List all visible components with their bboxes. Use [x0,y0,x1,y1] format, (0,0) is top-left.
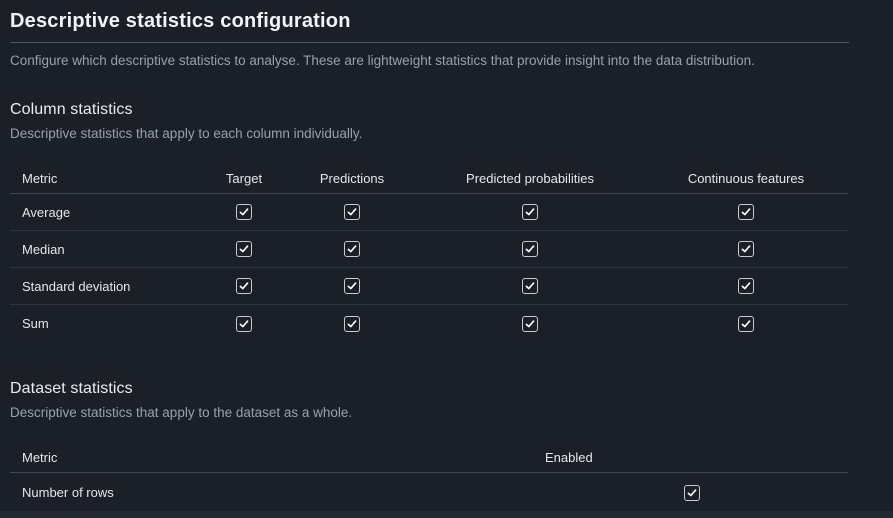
column-header-continuous-features: Continuous features [687,170,805,186]
check-cell [200,204,288,220]
table-row-standard-deviation: Standard deviation [10,268,848,305]
checkbox-median-continuous-features[interactable] [738,241,754,257]
checkbox-sum-predicted-probabilities[interactable] [522,315,538,332]
check-cell [416,204,644,220]
column-statistics-heading: Column statistics [10,101,133,118]
check-cell [535,484,848,501]
table-header-row: Metric Enabled [10,442,848,473]
check-cell [200,278,288,294]
check-cell [416,241,644,257]
column-statistics-description: Descriptive statistics that apply to eac… [10,126,363,141]
check-cell [288,278,416,294]
table-row-sum: Sum [10,305,848,342]
check-cell [644,204,848,220]
column-statistics-table: Metric Target Predictions Predicted probabi… [10,163,848,342]
page-content: Descriptive statistics configuration Con… [10,9,849,512]
page-subtitle: Configure which descriptive statistics t… [10,53,755,68]
check-cell [288,204,416,220]
column-header-target: Target [225,170,263,186]
checkbox-average-predictions[interactable] [344,204,360,220]
checkbox-median-target[interactable] [236,241,252,257]
bottom-strip [0,511,893,518]
table-row-number-of-rows: Number of rows [10,473,848,512]
title-divider [10,42,849,43]
checkbox-average-continuous-features[interactable] [738,204,754,220]
column-header-metric: Metric [22,449,58,465]
checkbox-number-of-rows-enabled[interactable] [683,484,700,501]
dataset-statistics-description: Descriptive statistics that apply to the… [10,405,353,420]
checkbox-standard-deviation-continuous-features[interactable] [738,278,754,294]
dataset-statistics-section: Dataset statistics Descriptive statistic… [10,379,849,512]
check-cell [416,278,644,294]
checkbox-average-predicted-probabilities[interactable] [522,204,538,220]
metric-label: Sum [22,316,49,331]
checkbox-standard-deviation-predictions[interactable] [344,278,360,294]
checkbox-average-target[interactable] [236,204,252,220]
dataset-statistics-heading: Dataset statistics [10,380,133,397]
checkbox-median-predicted-probabilities[interactable] [522,241,538,257]
check-cell [416,315,644,332]
check-cell [288,315,416,332]
table-header-row: Metric Target Predictions Predicted probabi… [10,163,848,194]
metric-label: Standard deviation [22,278,131,294]
check-cell [200,315,288,332]
table-row-median: Median [10,231,848,268]
check-cell [200,241,288,257]
column-header-metric: Metric [22,170,58,186]
checkbox-sum-predictions[interactable] [344,315,360,332]
checkbox-standard-deviation-target[interactable] [236,278,252,294]
checkbox-sum-continuous-features[interactable] [738,315,754,332]
metric-label: Average [22,204,71,220]
page-title: Descriptive statistics configuration [10,10,351,32]
checkbox-standard-deviation-predicted-probabilities[interactable] [522,278,538,294]
dataset-statistics-table: Metric Enabled Number of rows [10,442,848,512]
check-cell [288,241,416,257]
checkbox-median-predictions[interactable] [344,241,360,257]
column-header-enabled: Enabled [545,449,593,465]
checkbox-sum-target[interactable] [236,315,252,332]
table-row-average: Average [10,194,848,231]
column-header-predictions: Predictions [319,170,385,186]
metric-label: Median [22,241,65,257]
column-header-predicted-probabilities: Predicted probabilities [466,170,594,186]
check-cell [644,278,848,294]
check-cell [644,315,848,332]
metric-label: Number of rows [22,485,114,500]
check-cell [644,241,848,257]
column-statistics-section: Column statistics Descriptive statistics… [10,100,849,342]
